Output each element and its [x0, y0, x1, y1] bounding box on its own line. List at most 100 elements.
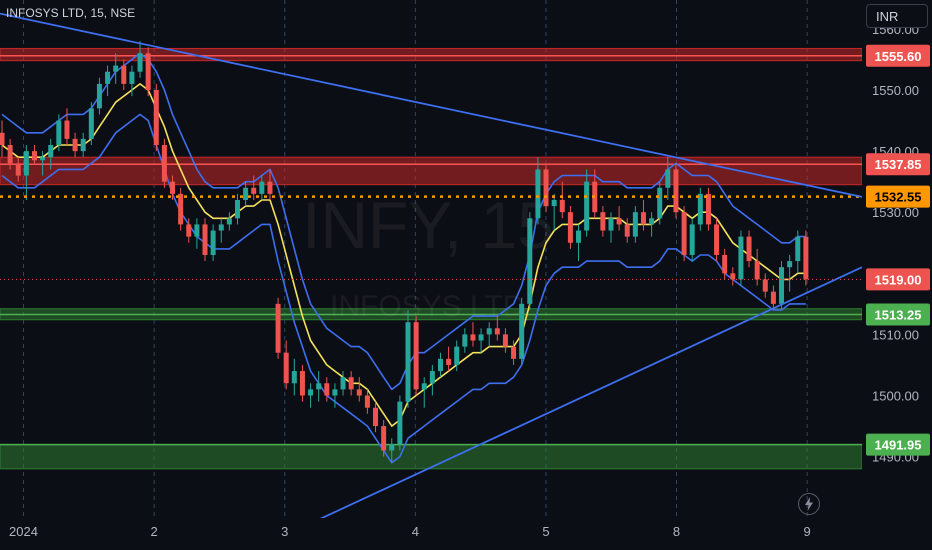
- candle-body: [178, 193, 184, 225]
- price-tag-label: 1537.85: [875, 157, 922, 172]
- candle-body: [803, 236, 809, 280]
- candle-body: [356, 389, 362, 396]
- time-tick-label: 2: [150, 524, 157, 539]
- candle-body: [640, 212, 646, 225]
- trendline: [309, 266, 863, 525]
- price-tick-label: 1510.00: [872, 327, 919, 342]
- candle-body: [632, 212, 638, 237]
- time-tick-label: 5: [542, 524, 549, 539]
- watermark-name: INFOSYS LTD: [330, 290, 524, 323]
- candle-body: [299, 371, 305, 396]
- candle-body: [470, 334, 476, 341]
- watermark: INFY, 15 INFOSYS LTD: [302, 188, 554, 323]
- candle-body: [770, 291, 776, 304]
- candle-body: [722, 254, 728, 274]
- candle-body: [202, 224, 208, 255]
- candle-body: [291, 371, 297, 384]
- candle-body: [567, 212, 573, 243]
- price-tag-label: 1491.95: [875, 438, 922, 453]
- trendlines[interactable]: [0, 12, 863, 525]
- candle-body: [170, 181, 176, 194]
- candle-body: [251, 187, 257, 194]
- candle-body: [697, 193, 703, 225]
- candle-body: [616, 218, 622, 225]
- candle-body: [308, 389, 314, 396]
- symbol-label[interactable]: INFOSYS LTD, 15, NSE: [6, 6, 136, 20]
- candle-body: [511, 346, 517, 359]
- candle-body: [121, 65, 127, 84]
- price-tag-bg: [866, 44, 930, 67]
- time-tick-label: 3: [281, 524, 288, 539]
- resistance-zone: [0, 156, 863, 186]
- upper_band-line: [1, 52, 806, 391]
- candle-body: [381, 426, 387, 451]
- candle-body: [218, 224, 224, 231]
- price-tick-label: 1530.00: [872, 205, 919, 220]
- candle-body: [746, 236, 752, 262]
- candle-body: [316, 383, 322, 390]
- price-tag-bg: [866, 268, 930, 291]
- candle-body: [600, 212, 606, 231]
- candle-body: [454, 346, 460, 365]
- candle-body: [462, 334, 468, 347]
- candle-body: [657, 187, 663, 219]
- support-zone: [0, 443, 863, 470]
- candle-body: [730, 273, 736, 280]
- candle-body: [267, 181, 273, 194]
- time-axis[interactable]: 2024 2 3 4 5 8 9: [0, 518, 862, 550]
- price-tick-label: 1550.00: [872, 83, 919, 98]
- price-tag-bg: [866, 303, 930, 326]
- candle-body: [486, 328, 492, 335]
- bolt-glyph: [805, 497, 813, 511]
- candle-body: [113, 65, 119, 72]
- time-axis-bg: [0, 518, 862, 550]
- resistance-zone: [0, 47, 863, 62]
- candle-body: [762, 279, 768, 292]
- candle-body: [64, 120, 70, 139]
- candle-body: [161, 144, 167, 182]
- candle-body: [15, 163, 21, 176]
- candle-body: [194, 224, 200, 237]
- candle-body: [608, 218, 614, 231]
- candle-body: [210, 230, 216, 255]
- candle-body: [129, 71, 135, 84]
- candle-body: [389, 444, 395, 451]
- candle-body: [576, 230, 582, 243]
- candle-body: [584, 181, 590, 231]
- candle-body: [80, 138, 86, 152]
- candle-body: [446, 358, 452, 365]
- candle-body: [348, 377, 354, 390]
- candle-body: [673, 169, 679, 213]
- candle-body: [519, 303, 525, 359]
- time-tick-label: 9: [804, 524, 811, 539]
- candle-body: [714, 224, 720, 255]
- candle-body: [145, 53, 151, 90]
- price-tags: 1555.60 1537.85 1532.55 1519.00 1513.25 1491.…: [866, 44, 930, 456]
- candle-body: [681, 212, 687, 255]
- candle-body: [543, 169, 549, 207]
- currency-button[interactable]: INR: [866, 4, 928, 28]
- candle-body: [551, 199, 557, 207]
- candle-body: [787, 261, 793, 268]
- candle-body: [665, 169, 671, 188]
- candle-body: [7, 144, 13, 164]
- candle-body: [364, 395, 370, 408]
- bolt-icon[interactable]: [798, 493, 820, 515]
- candle-body: [226, 218, 232, 225]
- candle-body: [405, 322, 411, 402]
- price-tag-label: 1519.00: [875, 272, 922, 287]
- price-tag-label: 1532.55: [875, 190, 922, 205]
- candle-body: [624, 224, 630, 237]
- candle-body: [535, 169, 541, 219]
- candle-body: [243, 187, 249, 200]
- candle-body: [373, 407, 379, 427]
- price-tag-bg: [866, 185, 930, 208]
- candle-body: [413, 322, 419, 390]
- candle-body: [494, 328, 500, 335]
- candle-body: [56, 120, 62, 145]
- trendline: [0, 12, 863, 198]
- indicator-lines: [1, 52, 806, 464]
- candle-body: [153, 90, 159, 145]
- candle-body: [332, 389, 338, 396]
